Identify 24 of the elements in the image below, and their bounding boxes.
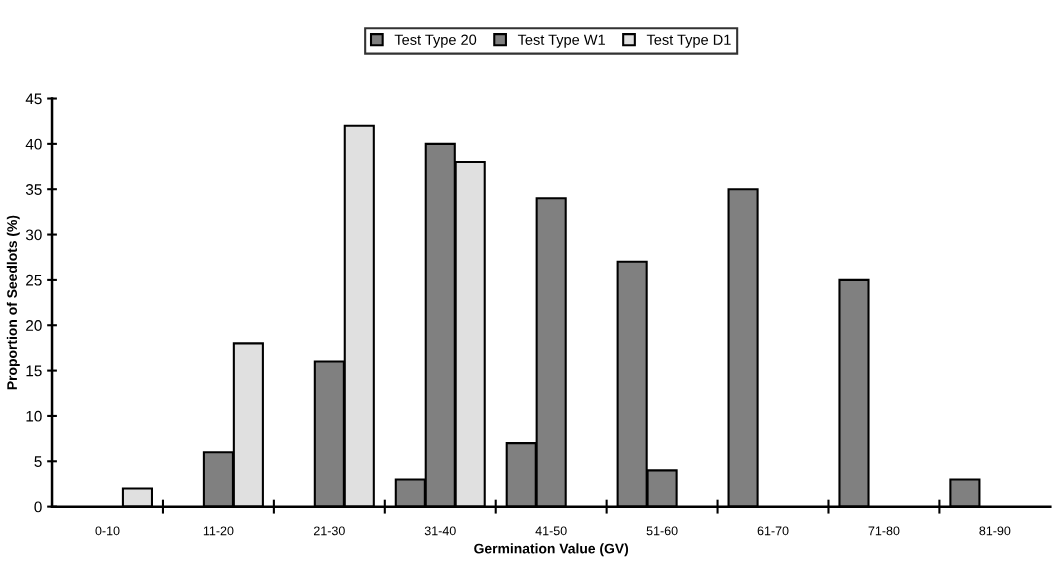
x-tick-label: 51-60 [646, 526, 678, 536]
y-tick-label: 30 [25, 229, 42, 241]
y-tick-label: 35 [25, 184, 42, 195]
legend-label: Test Type W1 [517, 34, 605, 48]
x-tick-label: 11-20 [203, 526, 234, 536]
x-tick-label: 21-30 [313, 526, 345, 536]
y-tick-label: 10 [26, 410, 42, 422]
x-tick-label: 71-80 [868, 526, 900, 536]
x-tick-label: 41-50 [535, 526, 567, 536]
y-tick-label: 25 [26, 274, 42, 286]
y-tick-label: 45 [25, 93, 42, 105]
y-tick-label: 15 [26, 365, 42, 377]
x-tick-label: 0-10 [95, 526, 120, 536]
x-tick-label: 81-90 [979, 526, 1011, 536]
y-axis-title: Proportion of Seedlots (%) [6, 215, 20, 390]
x-tick-label: 31-40 [424, 526, 456, 536]
legend-label: Test Type 20 [394, 34, 477, 48]
y-tick-label: 5 [34, 456, 42, 467]
y-tick-label: 20 [26, 320, 42, 331]
y-tick-label: 40 [25, 138, 42, 150]
x-axis-title: Germination Value (GV) [474, 543, 629, 557]
x-tick-label: 61-70 [757, 526, 789, 536]
y-tick-label: 0 [34, 501, 42, 513]
legend-label: Test Type D1 [646, 34, 731, 48]
